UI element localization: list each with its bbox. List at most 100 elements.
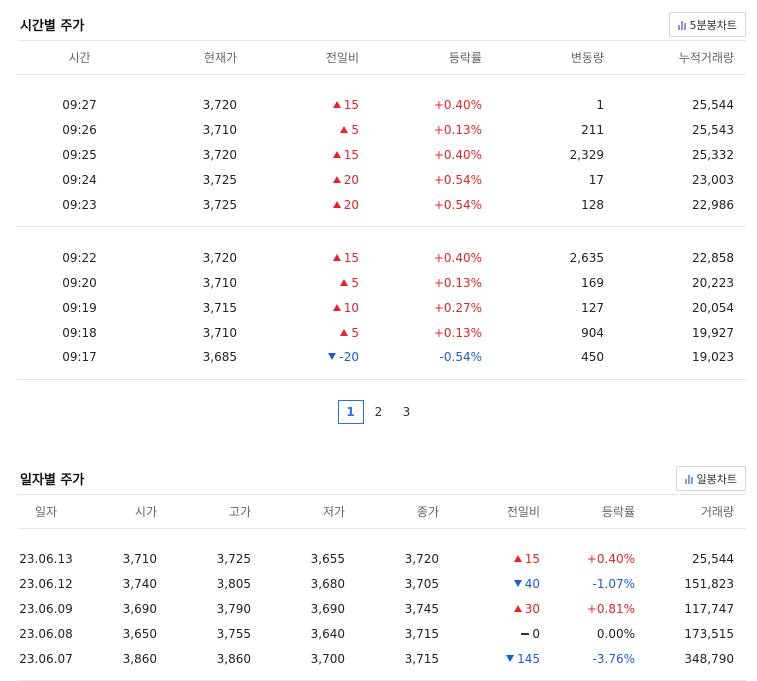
col-header-rate: 등락률 [448, 51, 482, 65]
cell-open: 3,690 [122, 602, 157, 616]
cell-change: 10 [249, 295, 371, 320]
triangle-up-icon [332, 101, 341, 109]
cell-price: 3,720 [202, 98, 237, 113]
change-value: 20 [343, 197, 359, 212]
cell-price: 3,720 [202, 250, 237, 265]
table-row: 09:25 3,720 15 +0.40% 2,329 25,332 [17, 143, 746, 168]
cell-change: 15 [249, 227, 371, 270]
cell-daily-rate: 0.00% [596, 627, 635, 641]
col-header-price: 현재가 [203, 51, 237, 65]
cell-low: 3,680 [310, 577, 345, 591]
intraday-table-body: 09:27 3,720 15 +0.40% 1 25,544 09:26 3,710 5 +0.1… [17, 75, 746, 379]
cell-volume: 17 [588, 173, 604, 187]
cell-daily-volume: 25,544 [692, 552, 734, 567]
triangle-up-icon [340, 126, 349, 133]
triangle-down-icon [328, 353, 337, 361]
daily-header: 일자별 주가 일봉차트 [17, 454, 746, 494]
cell-low: 3,690 [310, 602, 345, 616]
cell-time: 09:27 [62, 98, 97, 113]
cell-time: 09:23 [62, 197, 97, 212]
cell-change: 5 [249, 320, 371, 345]
intraday-section: 시간별 주가 5분봉차트 시간 현재가 전일비 등락률 변동량 누적거래량 09… [17, 0, 746, 380]
cell-rate: +0.27% [433, 300, 482, 315]
cell-high: 3,860 [216, 651, 251, 666]
triangle-up-icon [340, 278, 349, 286]
table-row: 23.06.12 3,740 3,805 3,680 3,705 40 -1.07% 151,… [17, 572, 746, 597]
bar-chart-icon [677, 20, 686, 30]
triangle-up-icon [340, 328, 349, 336]
cell-volume: 211 [581, 123, 604, 137]
cell-cumulative-volume: 25,332 [692, 148, 734, 162]
cell-close: 3,705 [404, 577, 439, 591]
change-value: 15 [343, 148, 359, 162]
cell-daily-change: 15 [451, 529, 552, 572]
daily-chart-button[interactable]: 일봉차트 [675, 466, 746, 491]
change-value: -20 [339, 350, 359, 365]
cell-cumulative-volume: 22,858 [692, 250, 734, 265]
cell-change: 5 [249, 270, 371, 295]
intraday-header-row: 시간 현재가 전일비 등락률 변동량 누적거래량 [17, 40, 746, 75]
cell-cumulative-volume: 25,543 [692, 123, 734, 137]
col-header-daily-rate: 등락률 [601, 505, 635, 519]
triangle-up-icon [513, 605, 522, 612]
triangle-up-icon [332, 253, 341, 261]
five-minute-chart-button[interactable]: 5분봉차트 [668, 12, 746, 37]
table-row: 09:26 3,710 5 +0.13% 211 25,543 [17, 118, 746, 143]
cell-time: 09:17 [62, 350, 97, 365]
cell-time: 09:20 [62, 275, 97, 290]
cell-daily-rate: +0.81% [586, 602, 635, 616]
triangle-up-icon [332, 303, 341, 311]
cell-low: 3,655 [310, 552, 345, 567]
page-link-3[interactable]: 3 [402, 405, 411, 419]
col-header-high: 고가 [228, 505, 251, 519]
cell-cumulative-volume: 20,054 [692, 300, 734, 315]
table-row: 23.06.09 3,690 3,790 3,690 3,745 30 +0.81% 117,… [17, 597, 746, 622]
page-link-1[interactable]: 1 [337, 400, 364, 424]
cell-date: 23.06.12 [19, 577, 73, 591]
change-value: 145 [517, 651, 540, 666]
cell-price: 3,685 [202, 350, 237, 365]
bar-chart-icon [684, 474, 693, 484]
cell-change: 20 [249, 193, 371, 227]
table-row: 09:19 3,715 10 +0.27% 127 20,054 [17, 295, 746, 320]
cell-date: 23.06.08 [19, 627, 73, 641]
table-row: 09:20 3,710 5 +0.13% 169 20,223 [17, 270, 746, 295]
cell-change: 20 [249, 168, 371, 193]
cell-rate: +0.54% [433, 197, 482, 212]
cell-change: 15 [249, 75, 371, 118]
table-row: 23.06.13 3,710 3,725 3,655 3,720 15 +0.40% 25,5… [17, 529, 746, 572]
table-row: 09:17 3,685 -20 -0.54% 450 19,023 [17, 345, 746, 379]
col-header-low: 저가 [322, 505, 345, 519]
col-header-time: 시간 [68, 51, 91, 65]
cell-rate: +0.40% [433, 98, 482, 113]
cell-open: 3,740 [122, 577, 157, 591]
table-row: 23.06.08 3,650 3,755 3,640 3,715 0 0.00% 173,51… [17, 622, 746, 647]
triangle-up-icon [332, 151, 341, 158]
cell-high: 3,755 [216, 627, 251, 641]
cell-cumulative-volume: 23,003 [692, 173, 734, 187]
triangle-down-icon [513, 580, 522, 587]
cell-time: 09:25 [62, 148, 97, 162]
change-value: 30 [524, 602, 540, 616]
triangle-down-icon [506, 654, 515, 662]
cell-price: 3,715 [202, 300, 237, 315]
cell-close: 3,745 [404, 602, 439, 616]
cell-cumulative-volume: 25,544 [692, 98, 734, 113]
cell-cumulative-volume: 22,986 [692, 197, 734, 212]
table-row: 09:24 3,725 20 +0.54% 17 23,003 [17, 168, 746, 193]
group-separator [17, 226, 746, 227]
cell-volume: 2,635 [569, 250, 604, 265]
table-row: 09:23 3,725 20 +0.54% 128 22,986 [17, 193, 746, 227]
daily-section: 일자별 주가 일봉차트 일자 시가 고가 저가 종가 전일비 등락률 거래량 2… [17, 454, 746, 681]
change-value: 10 [343, 300, 359, 315]
cell-daily-rate: -3.76% [592, 651, 635, 666]
daily-chart-label: 일봉차트 [696, 472, 737, 486]
cell-volume: 128 [581, 197, 604, 212]
cell-daily-volume: 117,747 [684, 602, 734, 616]
cell-date: 23.06.07 [19, 651, 73, 666]
cell-price: 3,725 [202, 197, 237, 212]
page-link-2[interactable]: 2 [374, 405, 383, 419]
triangle-up-icon [332, 176, 341, 183]
table-row: 23.06.07 3,860 3,860 3,700 3,715 145 -3.76% 348… [17, 647, 746, 681]
five-minute-chart-label: 5분봉차트 [689, 18, 737, 32]
